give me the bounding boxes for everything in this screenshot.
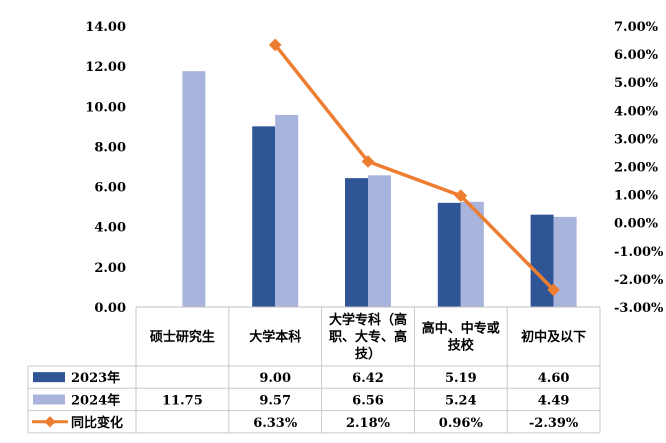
right-tick-label: 1.00%	[614, 189, 659, 204]
left-tick-label: 12.00	[85, 60, 126, 75]
data-label: 6.56	[352, 393, 384, 408]
data-label: 6.42	[352, 371, 384, 386]
bar-2024	[460, 201, 484, 307]
category-label: 初中及以下	[521, 329, 586, 345]
bar-2023	[530, 214, 554, 307]
right-tick-label: 4.00%	[614, 104, 659, 119]
right-axis: -3.00% -2.00% -1.00% 0.00% 1.00% 2.00% 3.00% 4.…	[614, 20, 664, 316]
bar-2023	[437, 202, 461, 307]
data-label: 6.33%	[253, 416, 298, 431]
data-label: 11.75	[162, 393, 203, 408]
bar-2024	[275, 114, 299, 307]
change-point	[361, 155, 375, 168]
category-label: 大学本科	[249, 329, 301, 345]
right-tick-label: 2.00%	[614, 161, 659, 176]
right-tick-label: 3.00%	[614, 132, 659, 147]
data-label: 4.60	[538, 371, 570, 386]
data-label: -2.39%	[529, 416, 579, 431]
bars	[182, 71, 577, 308]
data-label: 5.19	[445, 371, 477, 386]
right-tick-label: 0.00%	[614, 217, 659, 232]
left-tick-label: 2.00	[94, 261, 126, 276]
legend-label: 2023年	[71, 370, 120, 386]
right-tick-label: 5.00%	[614, 76, 659, 91]
change-series-line	[273, 43, 555, 292]
legend-marker	[44, 416, 56, 428]
change-point	[454, 189, 468, 203]
data-label: 0.96%	[439, 416, 484, 431]
bar-2024	[182, 71, 206, 308]
change-point	[268, 38, 282, 52]
right-tick-label: -1.00%	[614, 245, 664, 260]
left-axis: 0.00 2.00 4.00 6.00 8.00 10.00 12.00 14.00	[85, 20, 126, 316]
data-label: 2.18%	[346, 416, 391, 431]
data-label: 5.24	[445, 393, 477, 408]
bar-2023	[252, 126, 276, 307]
legend-swatch	[33, 394, 65, 405]
left-tick-label: 0.00	[94, 301, 126, 316]
right-tick-label: -3.00%	[614, 301, 664, 316]
bar-2024	[368, 175, 391, 307]
data-label: 4.49	[538, 393, 570, 408]
category-label: 大学专科（高职、大专、高技）	[329, 312, 407, 362]
left-tick-label: 8.00	[94, 140, 126, 155]
left-tick-label: 6.00	[94, 181, 126, 196]
right-tick-label: -2.00%	[614, 273, 664, 288]
bar-2023	[345, 178, 368, 307]
data-label: 9.00	[259, 371, 291, 386]
right-tick-label: 6.00%	[614, 48, 659, 63]
bar-2024	[553, 216, 577, 307]
category-label: 硕士研究生	[150, 329, 215, 345]
data-label: 9.57	[259, 393, 291, 408]
category-label: 高中、中专或技校	[422, 321, 500, 354]
left-tick-label: 4.00	[94, 221, 126, 236]
right-tick-label: 7.00%	[614, 20, 659, 35]
left-tick-label: 14.00	[85, 20, 126, 35]
legend-label: 2024年	[71, 392, 120, 408]
change-line	[268, 38, 560, 297]
legend-label: 同比变化	[71, 415, 123, 431]
left-tick-label: 10.00	[85, 100, 126, 115]
legend-swatch	[33, 372, 65, 383]
data-table: 硕士研究生 大学本科 大学专科（高职、大专、高技） 高中、中专或技校 初中及以下 2023…	[27, 306, 601, 434]
